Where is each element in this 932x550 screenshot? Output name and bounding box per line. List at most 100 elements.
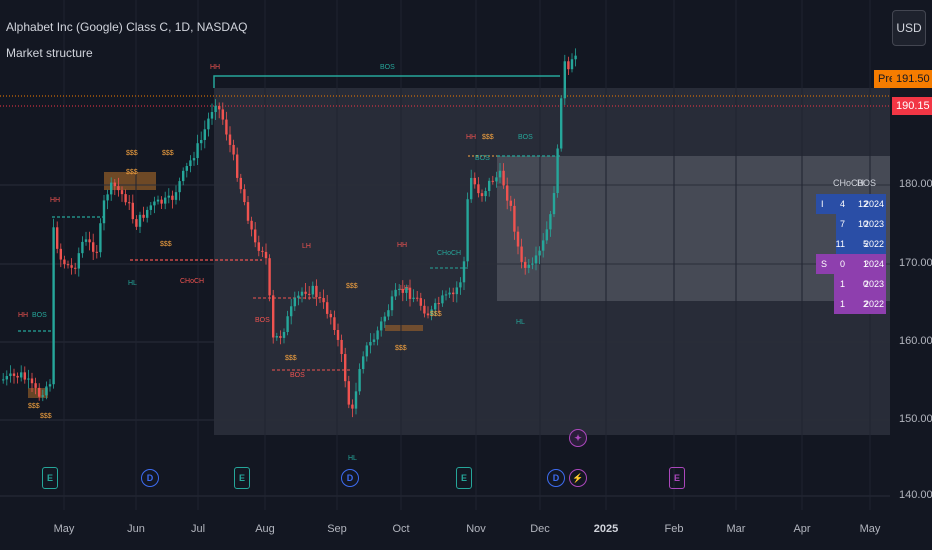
structure-label: BOS xyxy=(475,155,490,162)
candle-body xyxy=(45,386,48,396)
candle-body xyxy=(459,282,462,288)
candle-body xyxy=(182,170,185,182)
candle-body xyxy=(153,201,156,206)
indicator-title[interactable]: Market structure xyxy=(6,46,93,60)
structure-label: LH xyxy=(302,243,311,250)
candle-body xyxy=(221,109,224,120)
candle-body xyxy=(232,144,235,155)
structure-label: HH xyxy=(50,197,61,204)
candle-body xyxy=(243,189,246,203)
candle-body xyxy=(333,317,336,331)
candle-body xyxy=(549,214,552,230)
stats-row-bullish: 11 5 2022 xyxy=(836,234,886,254)
structure-label: HL xyxy=(128,280,137,287)
candle-body xyxy=(480,193,484,197)
candle-body xyxy=(146,209,149,218)
candle-body xyxy=(430,309,433,316)
candle-body xyxy=(470,177,473,200)
candle-body xyxy=(340,339,343,355)
structure-label: $$$ xyxy=(482,134,494,141)
candle-body xyxy=(567,61,570,70)
structure-label: LH xyxy=(400,285,409,292)
candle-body xyxy=(236,154,239,178)
time-axis-label: Aug xyxy=(255,523,275,535)
time-axis-label: Jun xyxy=(127,523,145,535)
candle-body xyxy=(138,214,142,227)
candle-body xyxy=(203,129,206,140)
candle-body xyxy=(455,287,458,295)
candle-body xyxy=(416,297,419,299)
candle-body xyxy=(38,387,41,397)
candles xyxy=(2,48,577,418)
candle-body xyxy=(412,297,415,299)
candle-body xyxy=(300,291,304,296)
candle-body xyxy=(70,265,73,268)
candle-body xyxy=(59,248,62,260)
symbol-title: Alphabet Inc (Google) Class C, 1D, NASDA… xyxy=(6,20,248,34)
candle-body xyxy=(380,321,383,331)
structure-label: BOS xyxy=(255,317,270,324)
stats-row-bullish: 7 10 2023 xyxy=(836,214,886,234)
candle-body xyxy=(315,285,318,298)
price-axis-label: 170.00 xyxy=(899,257,932,269)
candle-body xyxy=(9,373,12,377)
candle-body xyxy=(308,293,311,295)
news-marker-icon[interactable]: ✦ xyxy=(569,429,587,447)
price-axis-label: 150.00 xyxy=(899,413,932,425)
candle-body xyxy=(574,55,577,60)
split-marker-icon[interactable]: ⚡ xyxy=(569,469,587,487)
structure-label: $$$ xyxy=(126,169,138,176)
stats-row-bearish: 1 0 2023 xyxy=(834,274,886,294)
earnings-marker-icon[interactable]: E xyxy=(456,467,472,489)
candle-body xyxy=(95,251,98,253)
candle-body xyxy=(210,112,214,119)
stats-cell-choch: 4 xyxy=(839,199,845,209)
earnings-marker-icon[interactable]: E xyxy=(42,467,58,489)
candle-body xyxy=(142,214,145,218)
earnings-marker-icon[interactable]: E xyxy=(234,467,250,489)
stats-cell-choch: 11 xyxy=(835,239,845,249)
candle-body xyxy=(196,143,199,159)
dividend-marker-icon[interactable]: D xyxy=(547,469,565,487)
candle-body xyxy=(99,223,102,253)
candle-body xyxy=(279,336,282,338)
candle-body xyxy=(376,330,379,340)
time-axis-label: Mar xyxy=(726,523,746,535)
dividend-marker-icon[interactable]: D xyxy=(141,469,159,487)
price-chart[interactable] xyxy=(0,0,890,510)
candle-body xyxy=(405,287,408,293)
earnings-upcoming-marker-icon[interactable]: E xyxy=(669,467,685,489)
candle-body xyxy=(117,186,120,191)
pre-market-badge: Pre xyxy=(874,70,895,88)
candle-body xyxy=(30,378,34,384)
candle-body xyxy=(369,341,372,346)
bos-line xyxy=(213,75,560,88)
order-block-zone xyxy=(497,156,890,301)
candle-body xyxy=(92,242,95,252)
currency-button[interactable]: USD xyxy=(892,10,926,46)
candle-body xyxy=(225,119,228,135)
candle-body xyxy=(534,255,538,264)
candle-body xyxy=(383,316,386,322)
candle-body xyxy=(509,200,512,206)
candle-body xyxy=(423,305,426,314)
stats-key-bullish: I xyxy=(821,199,824,209)
candle-body xyxy=(466,199,469,262)
candle-body xyxy=(272,295,275,338)
structure-label: CHoCH xyxy=(437,250,462,257)
candle-body xyxy=(329,313,332,318)
candle-body xyxy=(322,297,325,303)
candle-body xyxy=(124,194,127,203)
structure-label: BOS xyxy=(32,312,47,319)
price-axis-label: 180.00 xyxy=(899,178,932,190)
dividend-marker-icon[interactable]: D xyxy=(341,469,359,487)
candle-body xyxy=(200,139,203,144)
candle-body xyxy=(516,231,520,247)
grid-lines xyxy=(0,0,890,510)
candle-body xyxy=(34,383,37,388)
candle-body xyxy=(484,190,487,197)
candle-body xyxy=(462,261,466,283)
candle-body xyxy=(502,170,505,186)
liquidity-zone xyxy=(385,325,423,331)
candle-body xyxy=(189,160,192,167)
